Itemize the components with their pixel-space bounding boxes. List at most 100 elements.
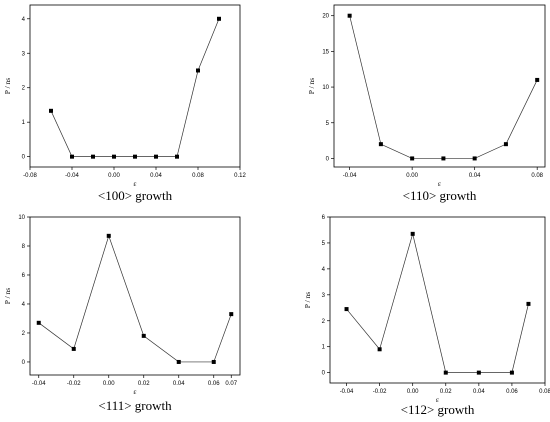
- x-axis-label: ε: [133, 179, 136, 188]
- y-tick-label: 3: [322, 293, 326, 299]
- y-tick-label: 0: [326, 156, 330, 162]
- panel-caption: <111> growth: [98, 398, 172, 413]
- y-tick-label: 1: [322, 345, 326, 351]
- panel-100: -0.08 -0.04 0.00 0.04 0.08 0.12 0 1 2 3 4 ε P / ns <1…: [3, 4, 246, 203]
- x-tick-label: -0.08: [23, 173, 37, 179]
- x-axis-label: ε: [133, 387, 136, 396]
- x-tick-label: 0.04: [469, 173, 481, 179]
- x-tick-label: 0.00: [103, 381, 115, 387]
- y-axis-label: P / ns: [3, 78, 12, 94]
- panel-caption: <100> growth: [98, 188, 173, 203]
- data-point: [377, 347, 382, 352]
- data-point: [71, 346, 76, 351]
- y-tick-label: 6: [22, 273, 26, 279]
- y-tick-label: 20: [322, 14, 329, 20]
- data-point: [476, 370, 481, 375]
- panel-caption: <110> growth: [403, 188, 477, 203]
- data-point: [49, 108, 53, 113]
- y-tick-label: 5: [322, 241, 326, 247]
- y-tick-label: 2: [22, 86, 26, 92]
- x-tick-label: -0.02: [373, 389, 387, 395]
- x-tick-label: 0.00: [406, 173, 418, 179]
- data-point: [378, 142, 383, 147]
- data-point: [472, 156, 477, 161]
- data-point: [410, 156, 415, 161]
- data-point: [441, 156, 446, 161]
- y-axis-label: P / ns: [3, 288, 12, 304]
- data-point: [344, 307, 349, 312]
- x-tick-label: -0.04: [32, 381, 46, 387]
- y-tick-label: 5: [326, 121, 330, 127]
- x-tick-label: 0.00: [407, 389, 419, 395]
- data-point: [229, 312, 234, 317]
- y-tick-label: 10: [322, 85, 329, 91]
- y-tick-label: 6: [322, 215, 326, 221]
- data-point: [347, 13, 352, 18]
- x-tick-label: 0.06: [208, 381, 220, 387]
- x-tick-label: -0.02: [67, 381, 81, 387]
- data-point: [535, 77, 540, 82]
- x-tick-label: 0.02: [138, 381, 150, 387]
- x-tick-label: 0.00: [108, 173, 120, 179]
- data-point: [526, 301, 531, 306]
- series-line: [38, 234, 232, 363]
- plot-frame: [333, 4, 546, 168]
- data-point: [217, 16, 221, 21]
- x-tick-label: -0.04: [343, 173, 357, 179]
- series-line: [349, 15, 538, 159]
- data-point: [36, 320, 41, 325]
- data-point: [112, 154, 116, 159]
- panel-112: -0.04 -0.02 0.00 0.02 0.04 0.06 0.08 0 1 2 3 4 5 6 ε P …: [303, 215, 550, 417]
- x-tick-label: 0.04: [173, 381, 185, 387]
- data-point: [503, 142, 508, 147]
- y-tick-label: 10: [18, 215, 25, 221]
- y-tick-label: 0: [322, 371, 326, 377]
- x-tick-label: 0.12: [234, 173, 246, 179]
- x-axis-label: ε: [438, 179, 441, 188]
- panel-111: -0.04 -0.02 0.00 0.02 0.04 0.06 0.07 0 2 4 6 8 10 ε P …: [3, 215, 241, 413]
- data-point: [106, 233, 111, 238]
- plot-frame: [29, 4, 241, 168]
- x-tick-label: -0.04: [65, 173, 79, 179]
- y-tick-label: 8: [22, 244, 26, 250]
- y-tick-label: 4: [322, 267, 326, 273]
- y-tick-label: 3: [22, 51, 26, 57]
- x-tick-label: 0.07: [225, 381, 237, 387]
- x-tick-label: 0.04: [473, 389, 485, 395]
- y-axis-label: P / ns: [307, 78, 316, 94]
- series-line: [346, 232, 529, 373]
- data-point: [70, 154, 74, 159]
- x-tick-label: 0.02: [440, 389, 452, 395]
- data-point: [176, 359, 181, 364]
- y-tick-label: 15: [322, 49, 329, 55]
- y-tick-label: 4: [22, 17, 26, 23]
- data-point: [175, 154, 179, 159]
- x-axis-label: ε: [436, 395, 439, 404]
- panel-110: -0.04 0.00 0.04 0.08 0 5 10 15 20 ε P / ns <110> gr…: [307, 4, 546, 203]
- plot-frame: [329, 216, 546, 384]
- data-point: [211, 359, 216, 364]
- data-point: [509, 370, 514, 375]
- y-tick-label: 1: [22, 120, 26, 126]
- y-tick-label: 2: [322, 319, 326, 325]
- x-tick-label: 0.04: [150, 173, 162, 179]
- data-point: [443, 370, 448, 375]
- x-tick-label: 0.08: [539, 389, 550, 395]
- data-point: [141, 333, 146, 338]
- x-tick-label: 0.08: [192, 173, 204, 179]
- plot-frame: [29, 216, 241, 376]
- panel-caption: <112> growth: [401, 402, 475, 417]
- data-point: [133, 154, 137, 159]
- y-tick-label: 0: [22, 155, 26, 161]
- series-line: [50, 18, 220, 158]
- y-tick-label: 2: [22, 331, 26, 337]
- data-point: [154, 154, 158, 159]
- y-tick-label: 4: [22, 302, 26, 308]
- y-axis-label: P / ns: [303, 292, 312, 308]
- x-tick-label: -0.04: [340, 389, 354, 395]
- data-point: [410, 231, 415, 236]
- data-point: [91, 154, 95, 159]
- data-point: [196, 68, 200, 73]
- x-tick-label: 0.08: [531, 173, 543, 179]
